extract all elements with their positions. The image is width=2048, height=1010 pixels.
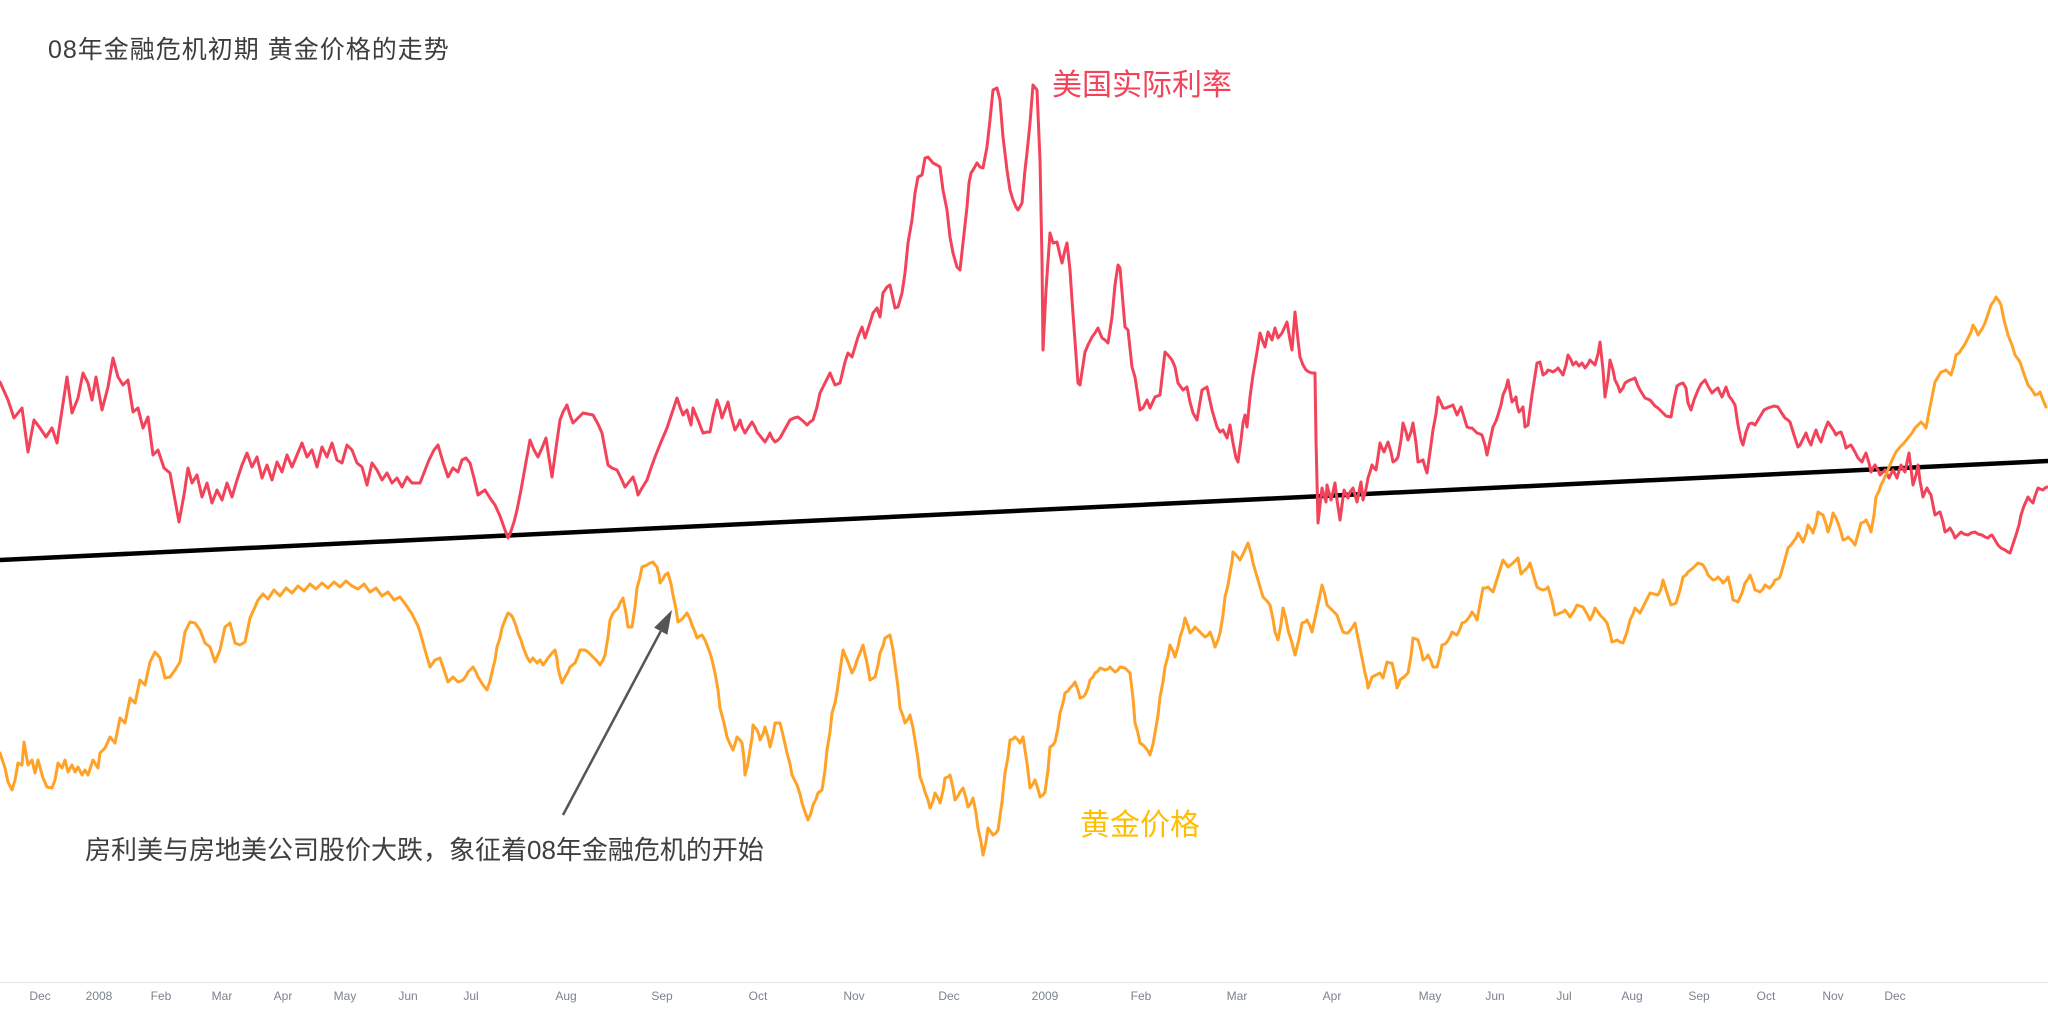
x-axis-label: Nov: [1822, 989, 1844, 1003]
x-axis-label: Apr: [273, 989, 293, 1003]
annotation-arrow-icon: [561, 610, 672, 816]
x-axis-label: May: [1418, 989, 1442, 1003]
x-axis-label: Apr: [1322, 989, 1342, 1003]
x-axis-label: Aug: [555, 989, 577, 1003]
x-axis-label: Sep: [1688, 989, 1710, 1003]
x-axis-label: 2009: [1031, 989, 1059, 1003]
x-axis-label: Dec: [938, 989, 960, 1003]
gold-price-line: [0, 295, 2048, 857]
x-axis-label: Nov: [843, 989, 865, 1003]
x-axis-label: Mar: [1226, 989, 1248, 1003]
x-axis-label: Mar: [211, 989, 233, 1003]
x-axis-label: Jul: [463, 989, 479, 1003]
real-rate-line: [0, 83, 2048, 555]
x-axis-label: Dec: [1884, 989, 1906, 1003]
x-axis-label: Jun: [398, 989, 418, 1003]
x-axis-label: 2008: [85, 989, 113, 1003]
legend-real-rate-label: 美国实际利率: [1052, 69, 1232, 102]
x-axis-label: Feb: [150, 989, 172, 1003]
x-axis-label: Oct: [1756, 989, 1776, 1003]
x-axis-label: Feb: [1130, 989, 1152, 1003]
x-axis-label: Oct: [748, 989, 768, 1003]
x-axis-label: Sep: [651, 989, 673, 1003]
x-axis-label: Aug: [1621, 989, 1643, 1003]
x-axis-label: Jun: [1485, 989, 1505, 1003]
x-axis: Dec 2008 Feb Mar Apr May Jun Jul Aug Sep Oct Nov Dec…: [0, 982, 2048, 1010]
x-axis-label: May: [333, 989, 357, 1003]
legend-gold-label: 黄金价格: [1080, 809, 1200, 842]
page-title: 08年金融危机初期 黄金价格的走势: [48, 36, 450, 64]
x-axis-label: Jul: [1556, 989, 1572, 1003]
x-axis-label: Dec: [29, 989, 51, 1003]
crisis-annotation-text: 房利美与房地美公司股价大跌，象征着08年金融危机的开始: [85, 835, 764, 865]
trend-line: [0, 458, 2048, 563]
